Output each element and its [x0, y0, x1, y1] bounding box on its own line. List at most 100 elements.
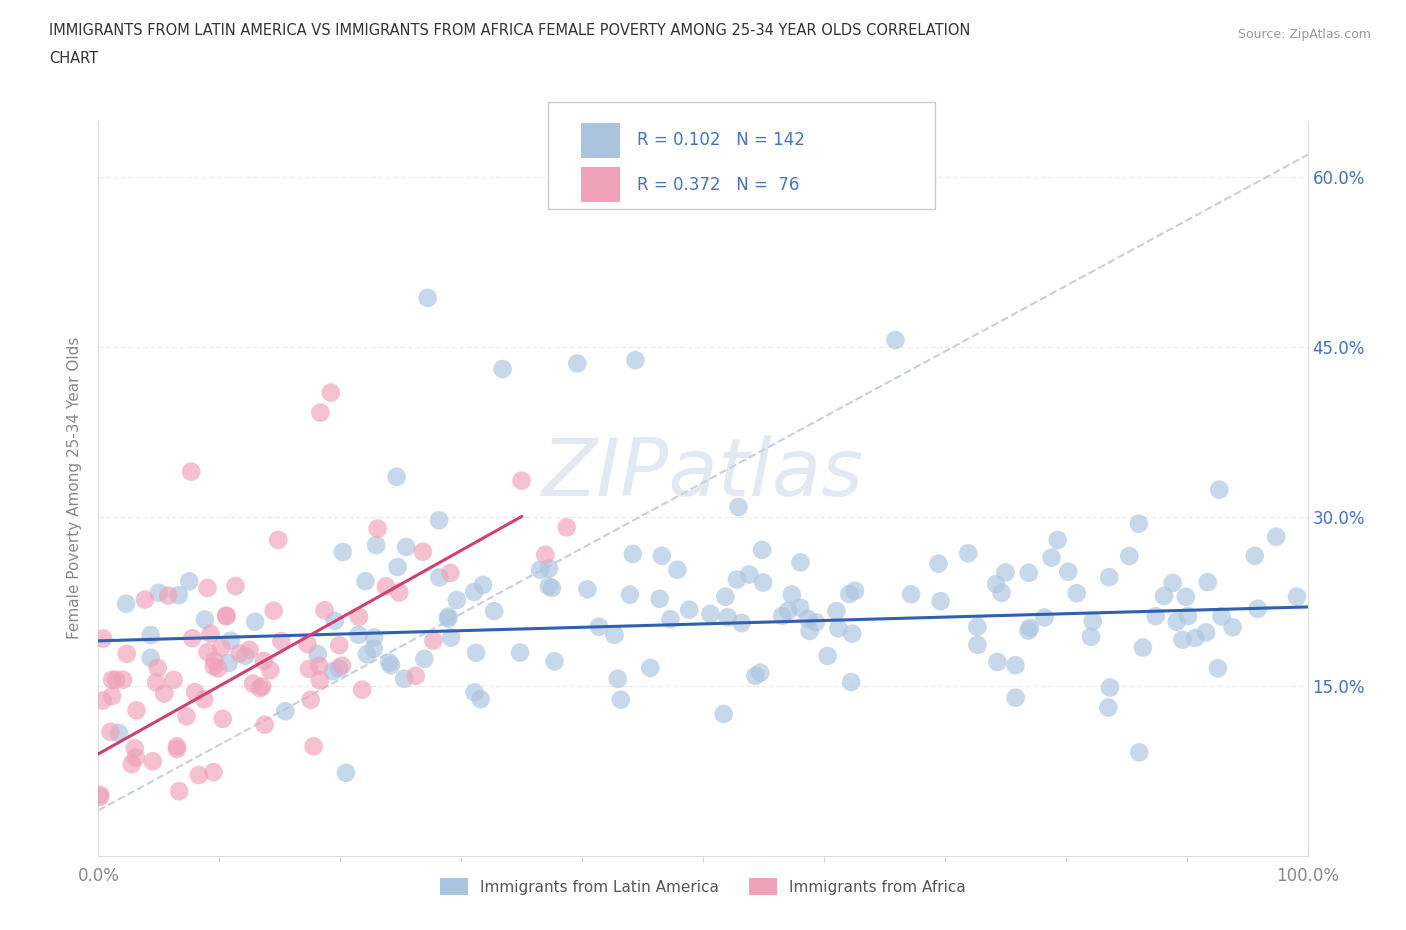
Point	[124, 741, 146, 756]
Point	[187, 767, 209, 782]
Point	[884, 333, 907, 348]
Point	[249, 681, 271, 696]
Point	[356, 647, 378, 662]
Point	[181, 631, 204, 645]
Point	[204, 653, 226, 668]
Point	[1208, 483, 1230, 498]
Point	[817, 648, 839, 663]
Point	[648, 591, 671, 606]
Point	[1040, 551, 1063, 565]
Point	[1019, 620, 1042, 635]
Point	[1128, 516, 1150, 531]
Point	[465, 645, 488, 660]
Point	[990, 585, 1012, 600]
Point	[1098, 680, 1121, 695]
Point	[125, 751, 148, 765]
Point	[1004, 658, 1026, 672]
Point	[1222, 619, 1244, 634]
Point	[744, 669, 766, 684]
Point	[1206, 661, 1229, 676]
Point	[778, 604, 800, 618]
Point	[184, 684, 207, 699]
Point	[567, 356, 589, 371]
Point	[309, 672, 332, 687]
Point	[167, 588, 190, 603]
Point	[1195, 625, 1218, 640]
Point	[929, 593, 952, 608]
Point	[157, 588, 180, 603]
Point	[242, 676, 264, 691]
Point	[984, 577, 1007, 591]
Point	[387, 560, 409, 575]
Point	[789, 600, 811, 615]
Point	[405, 669, 427, 684]
Point	[529, 563, 551, 578]
Point	[725, 572, 748, 587]
Point	[717, 610, 740, 625]
Point	[1081, 614, 1104, 629]
Point	[298, 661, 321, 676]
Point	[215, 608, 238, 623]
Point	[1066, 586, 1088, 601]
Point	[267, 533, 290, 548]
Point	[176, 709, 198, 724]
Text: IMMIGRANTS FROM LATIN AMERICA VS IMMIGRANTS FROM AFRICA FEMALE POVERTY AMONG 25-: IMMIGRANTS FROM LATIN AMERICA VS IMMIGRA…	[49, 23, 970, 38]
Point	[621, 547, 644, 562]
Point	[957, 546, 980, 561]
Point	[211, 711, 233, 726]
Point	[825, 604, 848, 618]
Point	[470, 692, 492, 707]
Point	[307, 646, 329, 661]
Point	[378, 656, 401, 671]
Point	[1004, 690, 1026, 705]
Point	[107, 725, 129, 740]
Point	[844, 583, 866, 598]
Point	[225, 578, 247, 593]
Text: ZIPatlas: ZIPatlas	[541, 434, 865, 512]
Point	[197, 644, 219, 659]
Point	[446, 592, 468, 607]
Point	[274, 704, 297, 719]
Point	[367, 521, 389, 536]
Point	[1033, 610, 1056, 625]
Point	[841, 626, 863, 641]
Point	[328, 638, 350, 653]
Point	[1243, 549, 1265, 564]
Point	[1046, 533, 1069, 548]
Point	[463, 584, 485, 599]
Point	[588, 619, 610, 634]
Point	[166, 739, 188, 754]
Point	[100, 724, 122, 739]
Point	[1211, 609, 1233, 624]
Point	[111, 672, 134, 687]
Point	[1080, 630, 1102, 644]
Point	[1285, 590, 1308, 604]
Point	[699, 606, 721, 621]
Point	[619, 587, 641, 602]
Point	[537, 561, 560, 576]
Point	[713, 707, 735, 722]
Point	[437, 609, 460, 624]
Point	[838, 587, 860, 602]
Point	[363, 642, 385, 657]
Point	[994, 565, 1017, 579]
Point	[347, 628, 370, 643]
Point	[749, 665, 772, 680]
Point	[966, 637, 988, 652]
Point	[427, 512, 450, 527]
Point	[1197, 575, 1219, 590]
Text: CHART: CHART	[49, 51, 98, 66]
Point	[238, 643, 260, 658]
Point	[385, 470, 408, 485]
Point	[482, 604, 505, 618]
Point	[179, 574, 201, 589]
Text: Source: ZipAtlas.com: Source: ZipAtlas.com	[1237, 28, 1371, 41]
Point	[153, 686, 176, 701]
Point	[101, 688, 124, 703]
Point	[606, 671, 628, 686]
Point	[202, 764, 225, 779]
Point	[1017, 623, 1039, 638]
Point	[297, 637, 319, 652]
Point	[640, 660, 662, 675]
Point	[243, 615, 266, 630]
